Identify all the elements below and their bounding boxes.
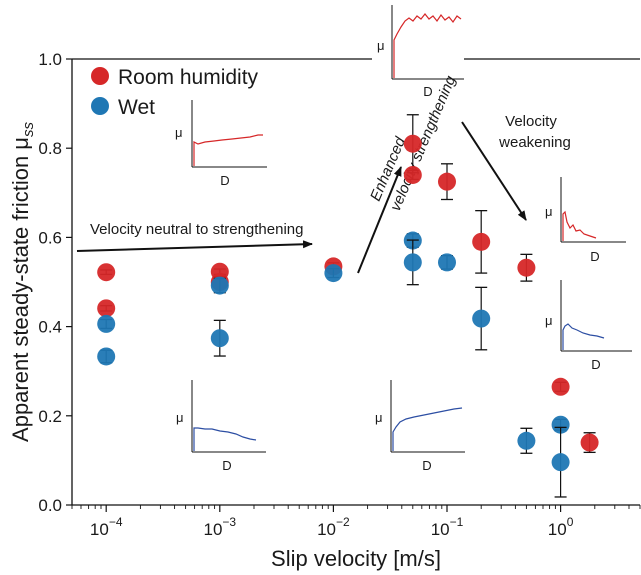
y-axis-title-main: Apparent steady-state friction μ [8,137,33,442]
inset-plot-6: μ D [375,380,465,473]
data-point-wet [517,431,536,450]
data-point-wet [437,253,456,272]
data-point-wet [210,329,229,348]
inset-2-curve [393,13,462,78]
y-axis-title: Apparent steady-state friction μss [8,122,37,442]
y-tick-label: 0.4 [38,318,62,337]
inset-plot-2: μ D [377,5,464,99]
annotation-weakening: weakening [498,134,571,151]
inset-5-x-label: D [222,458,231,473]
inset-3-y-label: μ [545,204,553,219]
data-point-room-humidity [97,263,116,282]
inset-3-curve [562,210,597,241]
x-tick-label-exponent: −4 [109,515,123,529]
arrow-velocity-strengthening [357,166,402,274]
y-tick-label: 0.8 [38,139,62,158]
legend-label-wet: Wet [118,96,155,119]
data-point-room-humidity [517,258,536,277]
data-point-wet [472,309,491,328]
y-tick-label: 0.6 [38,228,62,247]
data-points [97,114,599,498]
x-tick-label-exponent: −3 [222,515,236,529]
inset-plot-3: μ D [545,177,626,264]
y-tick-label: 0.2 [38,407,62,426]
legend-label-room-humidity: Room humidity [118,66,259,89]
inset-1-curve [193,134,263,166]
inset-6-curve [392,407,463,451]
plot-frame [71,58,640,506]
inset-6-x-label: D [422,458,431,473]
x-axis-title: Slip velocity [m/s] [271,546,441,571]
x-tick-label-exponent: 0 [567,515,574,529]
inset-4-y-label: μ [545,313,553,328]
data-point-wet [210,276,229,295]
legend: Room humidity Wet [91,66,259,119]
y-tick-label: 1.0 [38,50,62,69]
inset-2-y-label: μ [377,38,385,53]
data-point-room-humidity [580,433,599,452]
data-point-room-humidity [403,134,422,153]
data-point-room-humidity [472,232,491,251]
y-tick-label: 0.0 [38,496,62,515]
inset-1-y-label: μ [175,125,183,140]
data-point-room-humidity [551,377,570,396]
data-point-room-humidity [437,172,456,191]
data-point-room-humidity [97,299,116,318]
x-tick-label-base: 10 [90,520,109,539]
legend-marker-wet [91,97,109,115]
y-ticks: 0.0 0.2 0.4 0.6 0.8 1.0 [38,50,72,515]
data-point-wet [97,347,116,366]
arrow-velocity-weakening [461,121,527,221]
data-point-wet [97,314,116,333]
x-tick-label: 10−4 [90,515,123,539]
inset-3-x-label: D [590,249,599,264]
data-point-room-humidity [403,165,422,184]
x-tick-label-base: 10 [203,520,222,539]
x-tick-label-exponent: −1 [450,515,464,529]
inset-2-x-label: D [423,84,432,99]
x-tick-label-exponent: −2 [336,515,350,529]
x-tick-label: 10−3 [203,515,236,539]
inset-5-curve [193,427,257,451]
inset-plot-1: μ D [175,100,267,188]
annotation-velocity: Velocity [505,113,557,130]
y-axis-title-subscript: ss [20,122,37,138]
data-point-wet [551,415,570,434]
x-tick-label-base: 10 [431,520,450,539]
legend-marker-room-humidity [91,67,109,85]
data-point-wet [324,264,343,283]
inset-5-y-label: μ [176,410,184,425]
x-ticks: 10−4 10−3 10−2 10−1 100 [71,505,641,539]
x-tick-label: 10−1 [431,515,464,539]
inset-1-x-label: D [220,173,229,188]
x-tick-label: 100 [548,515,574,539]
inset-plot-5: μ D [176,380,266,473]
inset-6-y-label: μ [375,410,383,425]
inset-4-x-label: D [591,357,600,372]
inset-4-curve [562,323,605,350]
annotation-velocity-neutral: Velocity neutral to strengthening [90,221,303,238]
arrow-velocity-neutral [76,240,313,252]
x-tick-label-base: 10 [548,520,567,539]
x-tick-label: 10−2 [317,515,350,539]
data-point-wet [403,253,422,272]
data-point-wet [551,453,570,472]
inset-plot-4: μ D [545,280,632,372]
x-tick-label-base: 10 [317,520,336,539]
